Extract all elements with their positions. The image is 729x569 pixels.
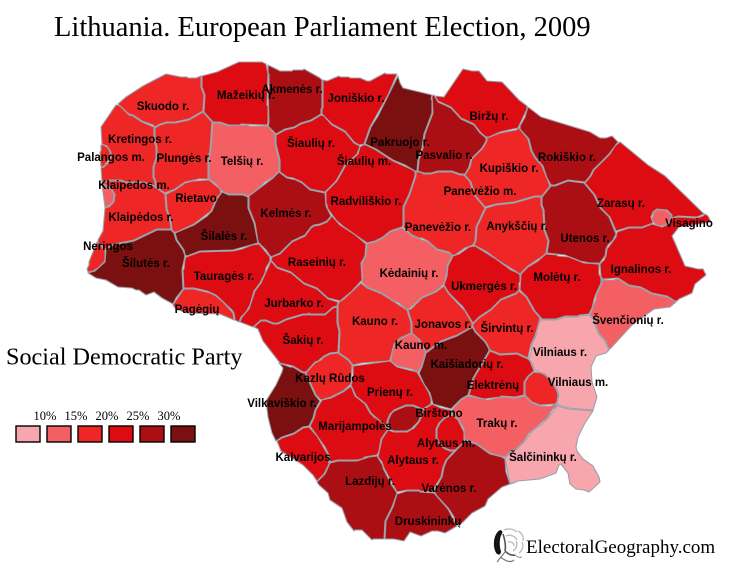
svg-text:Pasvalio r.: Pasvalio r. (416, 150, 473, 162)
svg-text:Klaipėdos r.: Klaipėdos r. (108, 212, 173, 224)
svg-text:15%: 15% (65, 409, 88, 423)
svg-text:Radviliškio r.: Radviliškio r. (331, 196, 402, 208)
svg-text:Alytaus m.: Alytaus m. (417, 438, 475, 450)
svg-text:Panevėžio m.: Panevėžio m. (444, 186, 517, 198)
svg-text:Visagino: Visagino (665, 218, 713, 230)
svg-text:Vilniaus m.: Vilniaus m. (548, 377, 609, 389)
svg-text:Rietavo: Rietavo (175, 193, 217, 205)
svg-text:Pagėgių: Pagėgių (175, 304, 220, 316)
svg-text:Vilniaus r.: Vilniaus r. (533, 347, 587, 359)
svg-text:Jonavos r.: Jonavos r. (415, 319, 472, 331)
svg-text:Lithuania. European Parliament: Lithuania. European Parliament Election,… (54, 12, 591, 43)
svg-text:Lazdijų r.: Lazdijų r. (345, 476, 395, 488)
svg-text:Šilalės r.: Šilalės r. (201, 230, 248, 243)
svg-text:Trakų r.: Trakų r. (477, 418, 518, 430)
svg-text:Šiaulių r.: Šiaulių r. (287, 137, 335, 150)
svg-text:Biržų r.: Biržų r. (470, 111, 509, 123)
svg-text:Plungės r.: Plungės r. (157, 153, 212, 165)
svg-text:10%: 10% (34, 409, 57, 423)
svg-text:Joniškio r.: Joniškio r. (328, 93, 385, 105)
svg-text:Neringos: Neringos (83, 241, 133, 253)
svg-text:Telšių r.: Telšių r. (221, 156, 264, 168)
svg-text:Ignalinos r.: Ignalinos r. (611, 264, 672, 276)
svg-text:Ukmergės r.: Ukmergės r. (451, 281, 517, 293)
svg-text:30%: 30% (158, 409, 181, 423)
svg-text:Elektrėnų: Elektrėnų (467, 380, 519, 392)
svg-text:Šalčininkų r.: Šalčininkų r. (509, 451, 577, 464)
svg-text:Palangos m.: Palangos m. (77, 152, 145, 164)
svg-text:Kalvarijos: Kalvarijos (276, 452, 331, 464)
svg-text:Birštono: Birštono (415, 408, 462, 420)
svg-text:Varėnos r.: Varėnos r. (422, 483, 477, 495)
svg-text:Šakių r.: Šakių r. (283, 334, 324, 347)
svg-text:Alytaus r.: Alytaus r. (387, 455, 439, 467)
svg-text:Panevėžio r.: Panevėžio r. (405, 222, 471, 234)
svg-text:Kupiškio r.: Kupiškio r. (480, 163, 539, 175)
svg-text:Vilkaviškio r.: Vilkaviškio r. (247, 398, 316, 410)
svg-text:Tauragės r.: Tauragės r. (194, 271, 255, 283)
svg-text:Kretingos r.: Kretingos r. (108, 134, 172, 146)
svg-text:Kauno m.: Kauno m. (395, 340, 447, 352)
svg-text:Mažeikių r.: Mažeikių r. (217, 90, 275, 102)
svg-text:Marijampolės: Marijampolės (318, 421, 392, 433)
svg-text:Prienų r.: Prienų r. (367, 387, 413, 399)
svg-text:Jurbarko r.: Jurbarko r. (264, 298, 323, 310)
svg-text:ElectoralGeography.com: ElectoralGeography.com (526, 537, 715, 558)
svg-text:Skuodo r.: Skuodo r. (137, 101, 189, 113)
svg-text:Utenos r.: Utenos r. (560, 233, 609, 245)
svg-text:Molėtų r.: Molėtų r. (533, 272, 580, 284)
svg-text:Druskininkų: Druskininkų (395, 516, 461, 528)
svg-text:Šiaulių m.: Šiaulių m. (337, 155, 391, 168)
svg-text:Anykščių r.: Anykščių r. (486, 221, 547, 233)
svg-text:Pakruojo r.: Pakruojo r. (370, 137, 429, 149)
svg-text:Klaipėdos m.: Klaipėdos m. (98, 180, 170, 192)
svg-text:Social Democratic Party: Social Democratic Party (6, 344, 242, 371)
svg-text:Širvintų r.: Širvintų r. (480, 322, 533, 335)
svg-text:20%: 20% (96, 409, 119, 423)
svg-text:Kėdainių r.: Kėdainių r. (380, 268, 439, 280)
svg-text:Šilutės r.: Šilutės r. (122, 257, 170, 270)
svg-text:Kelmės r.: Kelmės r. (260, 208, 311, 220)
svg-text:Akmenės r.: Akmenės r. (261, 84, 322, 96)
svg-text:Raseinių r.: Raseinių r. (288, 257, 346, 269)
svg-text:Zarasų r.: Zarasų r. (597, 198, 645, 210)
svg-text:25%: 25% (127, 409, 150, 423)
svg-text:Kazlų Rūdos: Kazlų Rūdos (295, 373, 365, 385)
svg-text:Rokiškio r.: Rokiškio r. (538, 152, 596, 164)
svg-text:Kauno r.: Kauno r. (352, 316, 398, 328)
svg-text:Švenčionių r.: Švenčionių r. (592, 314, 664, 327)
svg-text:Kaišiadorių r.: Kaišiadorių r. (431, 359, 504, 371)
